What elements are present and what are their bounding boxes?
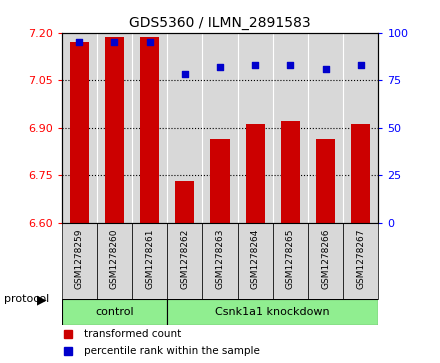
Text: percentile rank within the sample: percentile rank within the sample — [84, 346, 260, 356]
Bar — [202, 223, 238, 299]
Bar — [343, 223, 378, 299]
Point — [287, 62, 294, 68]
Bar — [210, 139, 230, 223]
Bar — [140, 37, 159, 223]
Text: GSM1278261: GSM1278261 — [145, 229, 154, 289]
Text: protocol: protocol — [4, 294, 50, 305]
Bar — [246, 125, 265, 223]
Text: control: control — [95, 307, 134, 317]
Point — [146, 39, 153, 45]
Text: GSM1278262: GSM1278262 — [180, 229, 189, 289]
Bar — [308, 223, 343, 299]
Text: transformed count: transformed count — [84, 329, 181, 339]
Point — [357, 62, 364, 68]
Bar — [175, 182, 194, 223]
Text: GSM1278267: GSM1278267 — [356, 229, 365, 289]
Bar — [62, 299, 167, 325]
Point — [76, 39, 83, 45]
Bar — [105, 37, 124, 223]
Text: GSM1278259: GSM1278259 — [75, 229, 84, 289]
Bar — [316, 139, 335, 223]
Text: GSM1278266: GSM1278266 — [321, 229, 330, 289]
Title: GDS5360 / ILMN_2891583: GDS5360 / ILMN_2891583 — [129, 16, 311, 30]
Bar — [238, 223, 273, 299]
Bar — [62, 223, 97, 299]
Bar — [70, 42, 89, 223]
Bar — [281, 121, 300, 223]
Point — [181, 72, 188, 77]
Bar — [97, 223, 132, 299]
Point — [216, 64, 224, 70]
Bar — [167, 223, 202, 299]
Bar — [132, 223, 167, 299]
Text: GSM1278264: GSM1278264 — [251, 229, 260, 289]
Text: GSM1278263: GSM1278263 — [216, 229, 224, 289]
Point — [252, 62, 259, 68]
Text: GSM1278265: GSM1278265 — [286, 229, 295, 289]
Text: ▶: ▶ — [37, 293, 47, 306]
Text: GSM1278260: GSM1278260 — [110, 229, 119, 289]
Point — [111, 39, 118, 45]
Point — [322, 66, 329, 72]
Bar — [167, 299, 378, 325]
Bar — [351, 125, 370, 223]
Text: Csnk1a1 knockdown: Csnk1a1 knockdown — [216, 307, 330, 317]
Bar — [273, 223, 308, 299]
